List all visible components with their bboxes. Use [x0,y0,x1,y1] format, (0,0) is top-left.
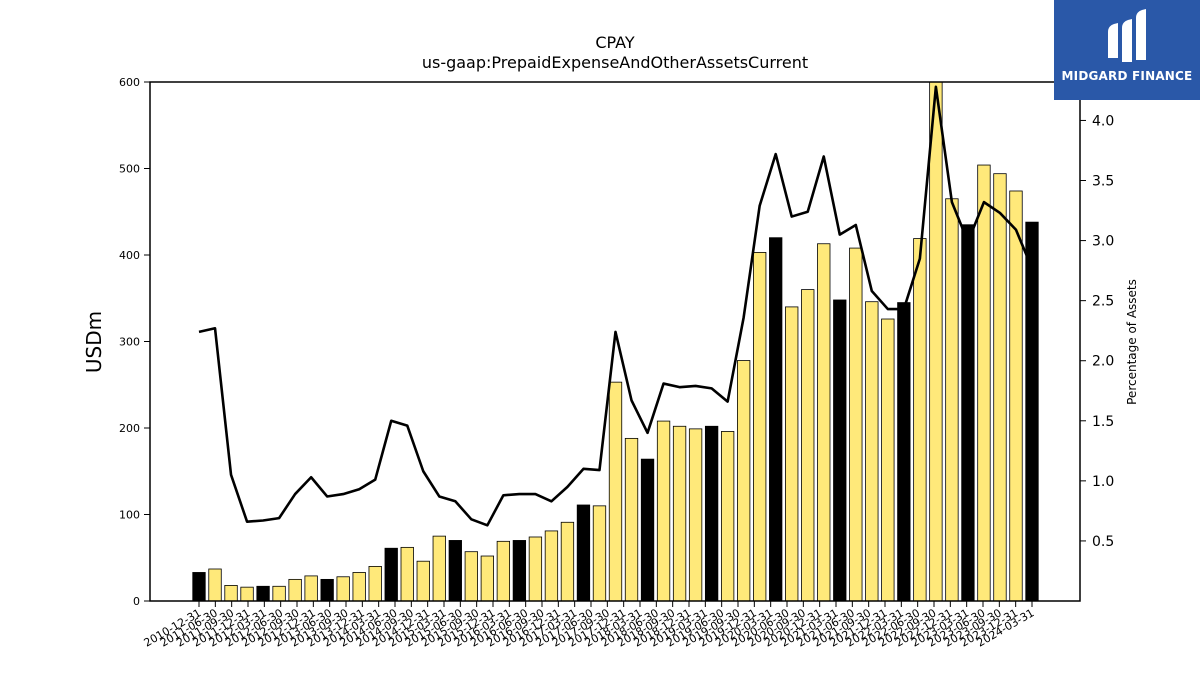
bar-7 [304,575,318,602]
y-tick-label-4: 400 [119,249,140,262]
y2-tick-label-6: 3.5 [1092,174,1114,190]
logo-text: MIDGARD FINANCE [1061,69,1193,83]
bar-9 [336,576,350,602]
y-axis-label: USDm [82,311,106,373]
percentage-line [198,85,1034,527]
y-tick-label-2: 200 [119,422,140,435]
bar-48 [961,224,975,602]
bar-26 [608,381,623,602]
bar-24 [576,504,591,602]
bar-10 [352,572,366,602]
bar-31 [688,428,703,602]
bar-34 [737,360,751,602]
bar-25 [592,505,607,602]
bar-13 [400,546,414,602]
y2-tick-label-5: 3.0 [1092,234,1114,250]
bar-47 [945,198,959,602]
bar-28 [640,458,655,602]
bar-6 [288,578,302,602]
y2-tick-label-2: 1.5 [1092,414,1114,430]
bar-32 [704,425,719,602]
midgard-finance-logo: MIDGARD FINANCE [1054,0,1200,100]
bar-37 [785,306,799,602]
y2-tick-label-4: 2.5 [1092,294,1114,310]
bar-45 [913,238,927,602]
y2-axis-label: Percentage of Assets [1125,279,1139,405]
bar-44 [897,302,911,602]
midgard-logo-icon [1108,9,1146,62]
bar-20 [512,540,527,602]
bar-50 [993,173,1007,602]
bar-0 [192,572,206,602]
bar-19 [496,540,511,602]
bar-38 [801,289,815,602]
bar-51 [1009,190,1023,602]
bar-8 [320,578,334,602]
bar-30 [672,425,687,602]
bar-3 [240,586,254,602]
bar-18 [480,555,495,602]
y-tick-label-0: 0 [133,595,140,608]
bar-5 [272,585,286,602]
left-axis-ticks: 0 100 200 300 400 500 600 [119,76,150,608]
y-tick-label-5: 500 [119,163,140,176]
bar-4 [256,585,270,602]
y-tick-label-3: 300 [119,336,140,349]
bar-17 [464,551,478,602]
y2-tick-label-7: 4.0 [1092,113,1114,129]
bar-35 [753,252,767,602]
bar-2 [224,585,238,602]
chart-subtitle: us-gaap:PrepaidExpenseAndOtherAssetsCurr… [422,53,808,72]
bar-41 [849,247,863,602]
y-tick-label-1: 100 [119,509,140,522]
bar-11 [368,566,382,602]
y2-tick-label-0: 0.5 [1092,534,1114,550]
bar-16 [448,540,462,602]
chart-title: CPAY [595,33,635,52]
bar-23 [560,521,575,602]
bar-36 [769,237,783,602]
bar-14 [416,560,430,602]
bar-22 [544,530,559,602]
bar-42 [865,301,879,602]
bar-27 [624,437,639,602]
bar-49 [977,164,991,602]
y2-tick-label-1: 1.0 [1092,474,1114,490]
bar-15 [432,535,446,602]
right-axis-ticks: 0.5 1.0 1.5 2.0 2.5 3.0 3.5 4.0 [1080,113,1114,550]
bar-12 [384,547,398,602]
line-layer [198,85,1034,527]
bar-29 [656,420,671,602]
bar-52 [1025,221,1039,602]
bar-33 [720,431,735,602]
bar-40 [833,299,847,602]
x-axis-ticks: 2010-12-312011-06-302011-09-302011-12-31… [142,601,1037,650]
y-tick-label-6: 600 [119,76,140,89]
bar-39 [817,243,831,602]
bar-43 [881,318,895,602]
bar-46 [929,81,943,602]
bar-21 [528,536,543,602]
bar-1 [208,568,222,602]
y2-tick-label-3: 2.0 [1092,354,1114,370]
